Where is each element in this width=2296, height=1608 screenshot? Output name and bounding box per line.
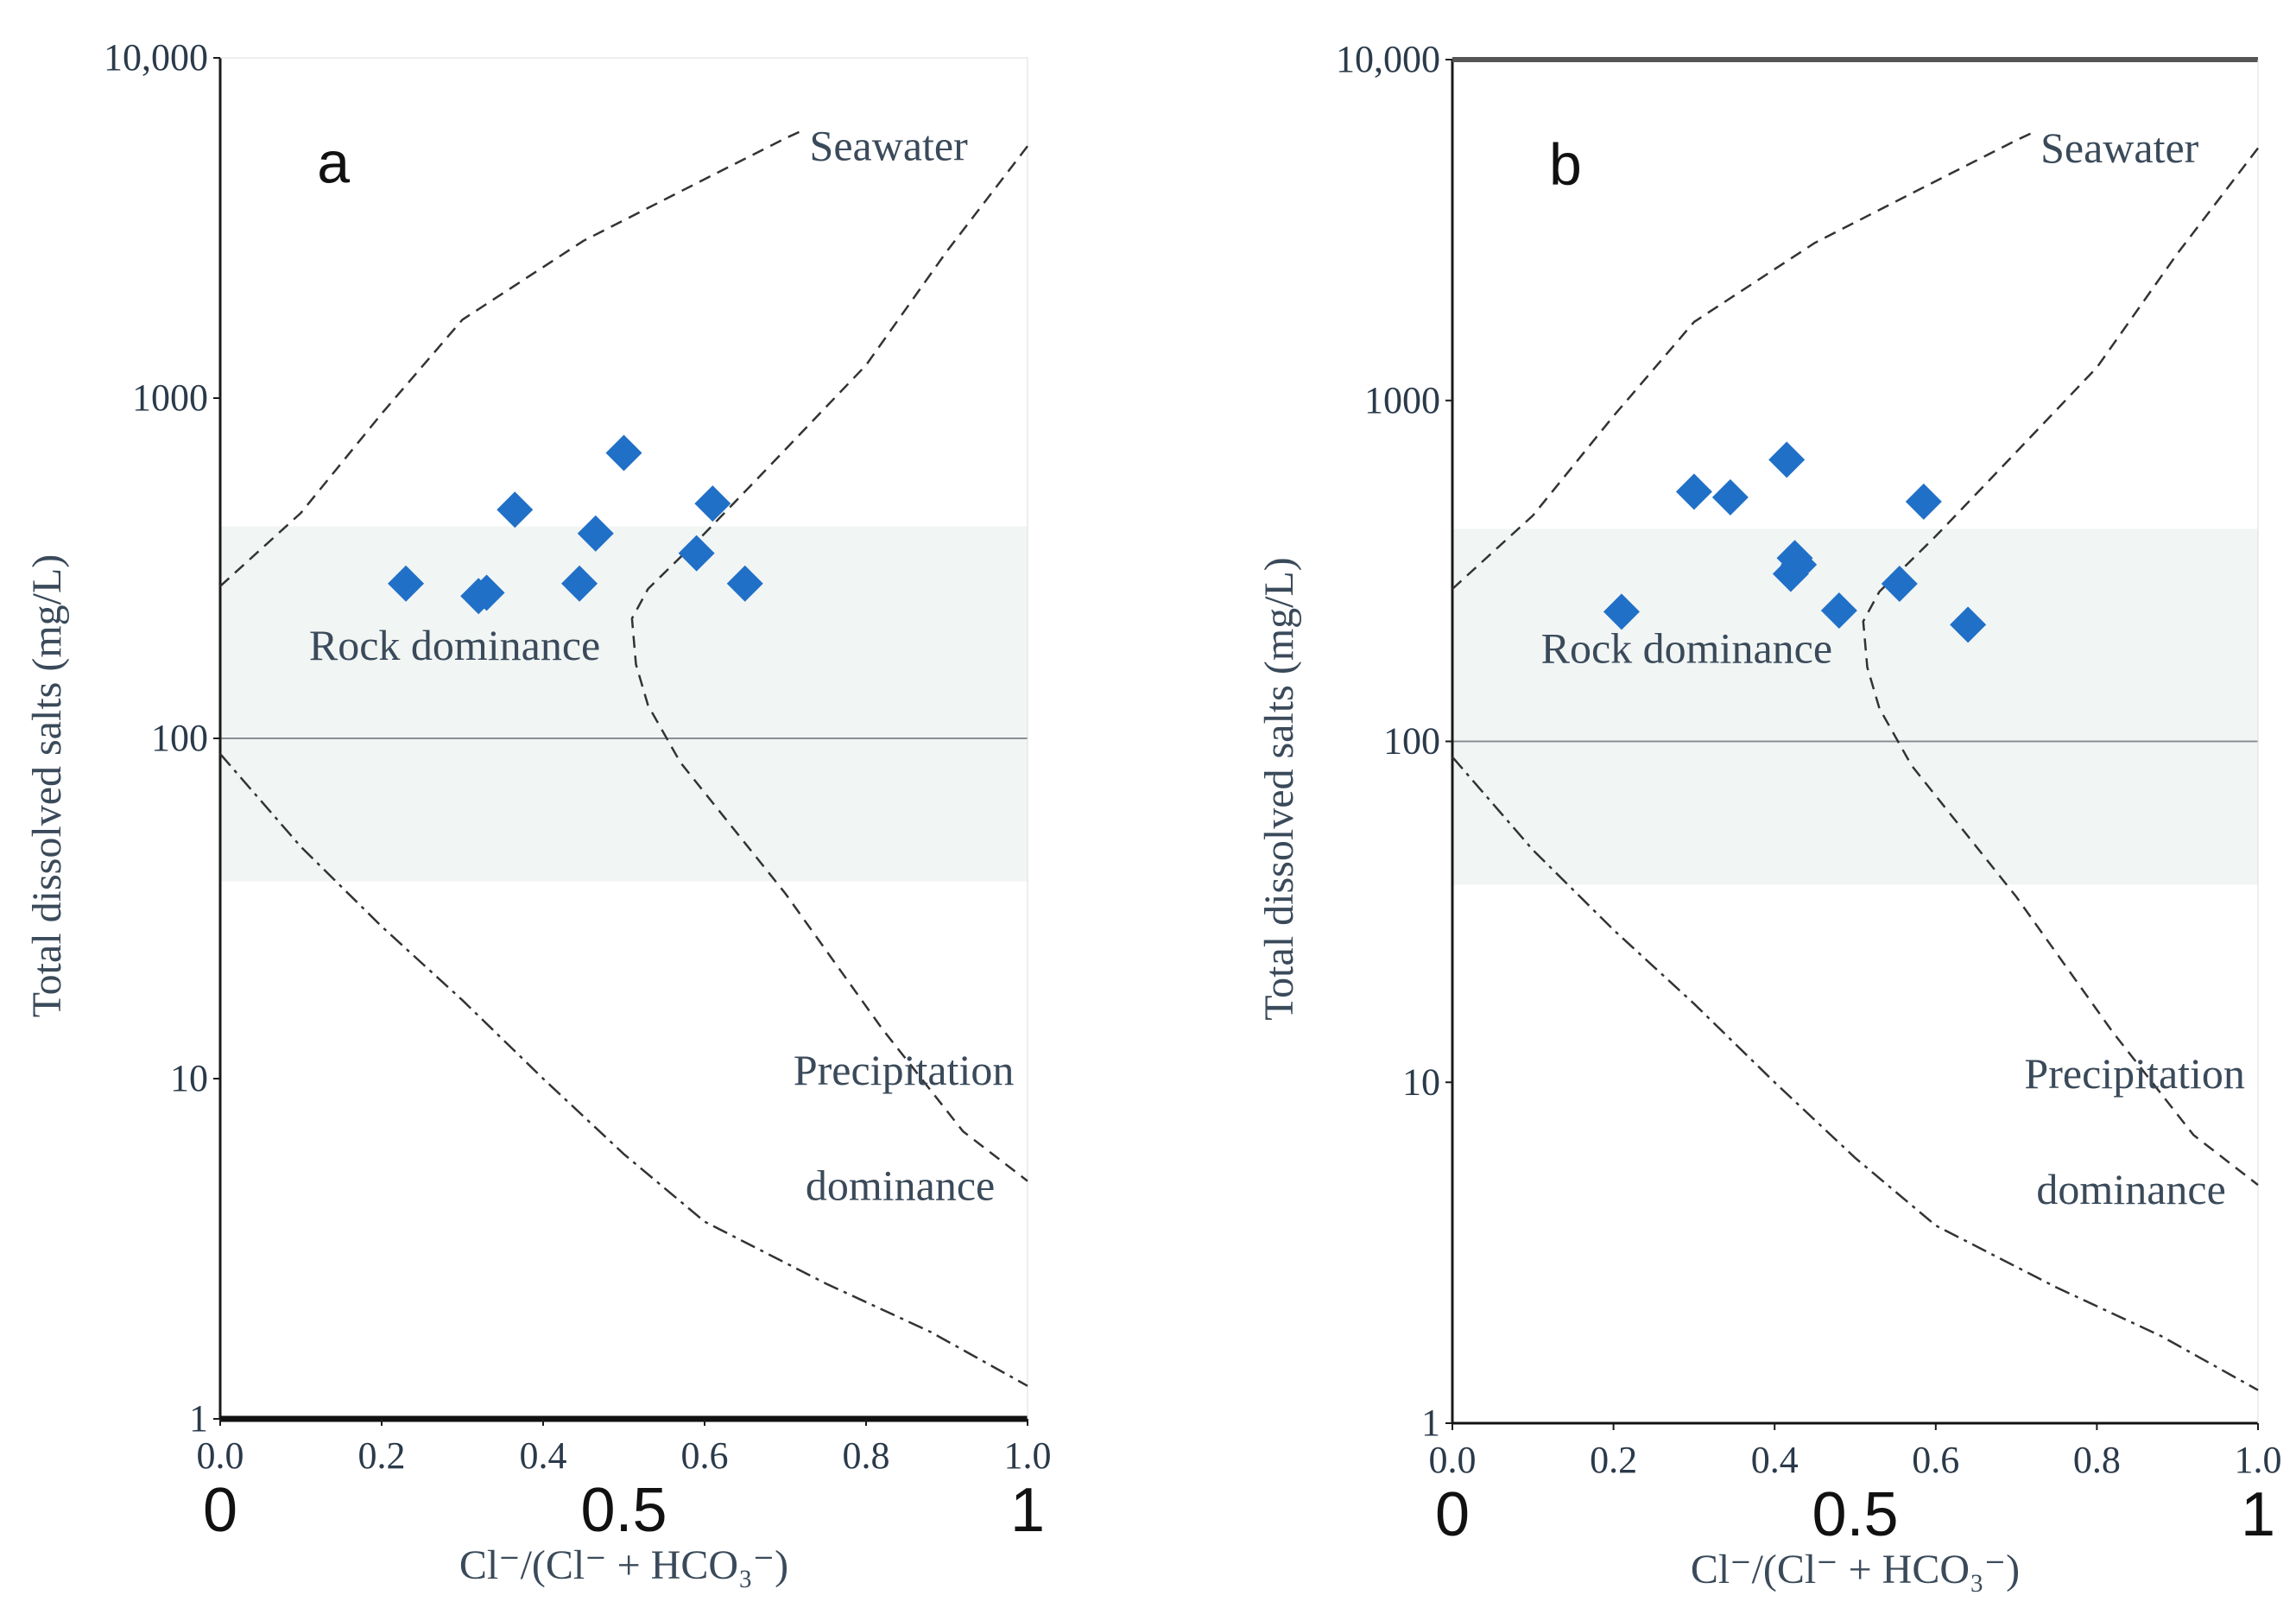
y-tick-label: 1000 [132,377,208,419]
x-axis-label: Cl⁻/(Cl⁻ + HCO₃⁻) [459,1542,788,1588]
rock-dominance-band [220,526,1028,882]
panel-letter: a [317,130,350,195]
region-label-precipitation: Precipitation [794,1046,1015,1094]
region-label-precipitation: Precipitation [2024,1049,2245,1098]
x-tick-label: 0.0 [1429,1439,1477,1481]
data-point [468,574,505,611]
rock-dominance-band [1452,529,2258,885]
panel-b: 1 10 100 1000 10,000 0.0 0.2 0.4 0.6 0.8 1.0 0 0.5 1 C… [1256,38,2282,1592]
data-point [694,485,731,522]
data-point [1711,478,1749,516]
x-axis-label: Cl⁻/(Cl⁻ + HCO₃⁻) [1691,1547,2020,1592]
x-tick-label: 1.0 [2235,1439,2282,1481]
y-tick-label: 10,000 [1336,38,1440,80]
region-label-dominance: dominance [2036,1165,2225,1213]
data-point [1820,592,1857,629]
data-point [1603,593,1640,630]
lower-boundary [219,753,1028,1387]
y-tick-label: 10 [1402,1060,1440,1103]
data-point [1950,606,1987,643]
data-point [605,434,642,472]
right-boundary [630,145,1028,1182]
y-tick-label: 1000 [1364,379,1440,421]
right-boundary [1862,147,2259,1187]
overlay-x-label: 0.5 [580,1476,667,1545]
y-axis-label: Total dissolved salts (mg/L) [1256,557,1302,1021]
x-tick-label: 0.4 [520,1434,567,1477]
data-point [726,565,763,602]
seawater-upper-boundary [1452,131,2034,590]
x-tick-label: 1.0 [1004,1434,1052,1477]
region-label-rock: Rock dominance [1541,624,1832,673]
x-tick-label: 0.8 [2073,1439,2121,1481]
region-label-seawater: Seawater [2040,123,2199,172]
region-label-seawater: Seawater [810,122,969,170]
overlay-x-label: 1 [1010,1476,1045,1545]
y-tick-label: 100 [1383,720,1440,763]
seawater-upper-boundary [219,130,802,587]
data-point [497,491,534,529]
y-tick-label: 10,000 [104,36,208,79]
x-tick-label: 0.6 [1912,1439,1959,1481]
y-tick-label: 1 [1421,1402,1440,1444]
y-tick-label: 1 [189,1397,208,1440]
overlay-x-label: 1 [2241,1480,2275,1549]
y-tick-label: 100 [151,717,208,759]
y-axis-label: Total dissolved salts (mg/L) [24,554,70,1018]
region-label-rock: Rock dominance [309,621,600,669]
data-point [1768,441,1806,478]
data-point [388,565,425,602]
x-tick-label: 0.2 [358,1434,406,1477]
overlay-x-label: 0 [203,1476,237,1545]
data-point [561,565,598,602]
x-tick-label: 0.0 [197,1434,244,1477]
overlay-x-label: 0 [1435,1480,1470,1549]
data-point [1675,473,1712,510]
x-tick-label: 0.8 [843,1434,890,1477]
data-point [678,535,715,572]
data-point [577,515,614,552]
panel-a: 1 10 100 1000 10,000 0.0 0.2 0.4 0.6 0.8 1.0 0 0.5 1 C… [24,36,1052,1588]
x-tick-label: 0.4 [1751,1439,1799,1481]
overlay-x-label: 0.5 [1812,1480,1898,1549]
panel-letter: b [1549,132,1582,198]
data-point [1881,565,1918,602]
x-tick-label: 0.6 [681,1434,729,1477]
y-tick-label: 10 [170,1057,208,1099]
data-point [1781,546,1818,583]
region-label-dominance: dominance [806,1161,995,1209]
lower-boundary [1452,756,2259,1391]
x-tick-label: 0.2 [1590,1439,1637,1481]
data-point [1905,483,1942,520]
